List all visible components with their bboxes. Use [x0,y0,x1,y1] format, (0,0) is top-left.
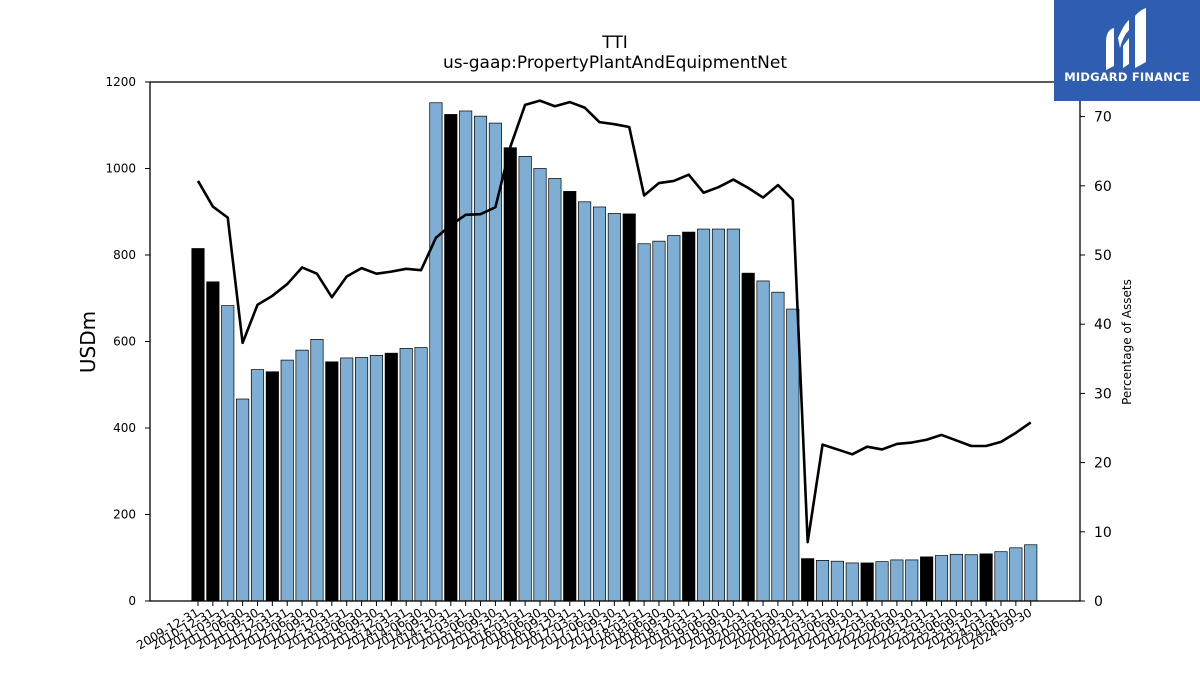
bar-group [191,102,1038,602]
bar-2023-09-30 [964,554,978,602]
bar-2021-09-30 [845,562,859,602]
left-axis-ticks: 0 200 400 600 800 1000 1200 [105,75,150,608]
right-tick-label: 50 [1094,248,1112,264]
bar-2012-09-30 [310,338,324,602]
left-tick-label: 1000 [105,162,136,176]
bar-2013-09-30 [369,354,383,602]
bar-2024-09-30 [1024,544,1038,602]
bar-2017-12-31 [622,213,636,602]
right-axis-ticks: 0 10 20 30 40 50 60 70 [1080,110,1112,610]
bar-2018-12-31 [682,231,696,602]
chart-title: TTI [601,33,627,53]
right-tick-label: 40 [1094,317,1112,333]
right-tick-label: 0 [1094,594,1103,610]
bar-2011-06-30 [236,398,250,602]
bar-2016-03-31 [518,156,532,602]
bar-2014-12-31 [444,114,458,602]
bar-2024-06-30 [1009,547,1023,602]
bar-2019-12-31 [741,272,755,602]
bar-2021-03-31 [815,559,830,602]
bar-2014-09-30 [429,102,443,602]
bar-2016-12-31 [563,191,577,602]
bar-2022-06-30 [890,559,904,602]
left-tick-label: 1200 [105,75,136,89]
bar-2018-06-30 [652,240,666,602]
bar-2012-06-30 [295,349,309,602]
logo-text: MIDGARD FINANCE [1064,70,1190,84]
percentage-of-assets-line [196,99,1032,544]
bar-2013-06-30 [355,357,369,602]
midgard-m-icon [1106,8,1146,70]
bar-2017-03-31 [578,201,592,602]
bar-2010-12-31 [206,281,220,602]
bar-2013-12-31 [384,352,398,602]
bar-2022-12-31 [920,556,934,602]
bar-2023-03-31 [934,555,949,602]
bar-2013-03-31 [340,357,354,602]
left-tick-label: 600 [113,335,136,349]
right-tick-label: 10 [1094,525,1112,541]
left-tick-label: 0 [128,594,136,608]
bar-2020-03-31 [756,280,770,602]
bar-2014-03-31 [399,348,413,602]
bar-2017-06-30 [592,206,607,602]
left-tick-label: 200 [113,508,136,522]
bar-2019-03-31 [697,228,711,602]
bar-2020-12-31 [801,558,815,602]
bar-2020-09-30 [786,308,800,602]
bar-2014-06-30 [414,347,428,602]
bar-2021-06-30 [830,560,844,602]
y2-axis-label: Percentage of Assets [1120,279,1134,405]
bar-2017-09-30 [607,213,621,602]
bar-2023-12-31 [979,553,993,602]
bar-2015-06-30 [473,115,488,602]
bar-2009-12-31 [191,248,205,602]
right-tick-label: 20 [1094,456,1112,472]
line-series-group [196,99,1032,544]
bar-2011-12-31 [265,371,279,602]
bar-2018-03-31 [637,243,651,602]
bar-2012-12-31 [325,361,339,602]
chart-subtitle: us-gaap:PropertyPlantAndEquipmentNet [443,53,787,73]
right-tick-label: 70 [1094,110,1112,126]
bar-2019-06-30 [711,228,725,602]
bar-2023-06-30 [949,553,963,602]
bar-2016-09-30 [548,178,562,602]
bar-2022-09-30 [905,559,919,602]
bar-2021-12-31 [860,562,874,602]
midgard-finance-logo: MIDGARD FINANCE [1054,0,1200,101]
bar-2020-06-30 [771,291,785,602]
bar-2011-03-31 [221,305,235,602]
bar-2015-12-31 [503,147,517,602]
bar-2015-03-31 [459,110,473,602]
bar-2019-09-30 [726,228,740,602]
x-axis-ticks: 2009-12-312010-12-312011-03-312011-06-30… [134,601,1034,652]
bar-2012-03-31 [280,359,294,602]
bar-2011-09-30 [250,369,265,602]
right-tick-label: 60 [1094,179,1112,195]
bar-2016-06-30 [533,168,547,602]
bar-2022-03-31 [875,561,889,602]
bar-2018-09-30 [667,235,681,602]
right-tick-label: 30 [1094,386,1112,402]
left-tick-label: 800 [113,248,136,262]
bar-2024-03-31 [994,551,1008,602]
left-tick-label: 400 [113,421,136,435]
y-axis-label: USDm [76,311,100,373]
